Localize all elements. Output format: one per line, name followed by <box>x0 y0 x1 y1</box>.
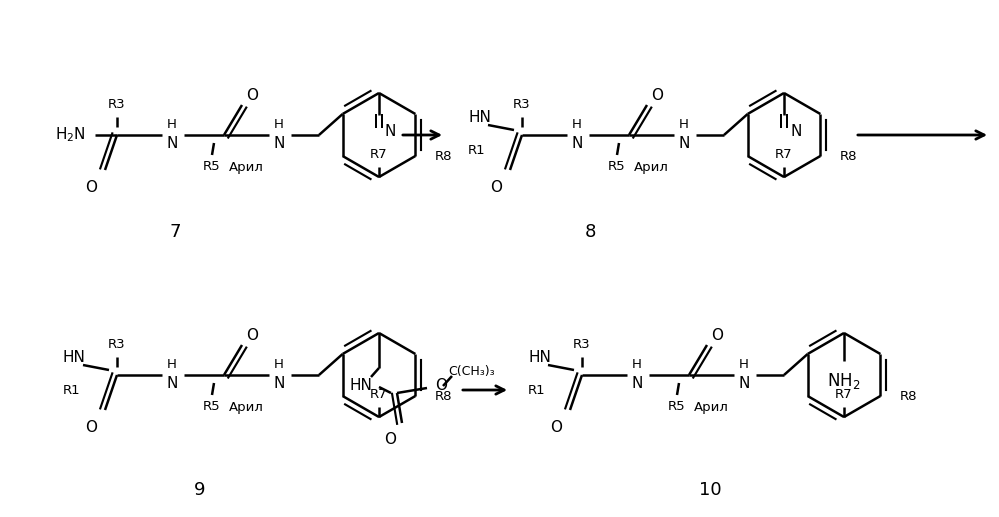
Text: HN: HN <box>63 349 86 364</box>
Text: H: H <box>739 358 749 372</box>
Text: HN: HN <box>528 349 550 364</box>
Text: O: O <box>651 87 663 102</box>
Text: O: O <box>384 432 396 447</box>
Text: H: H <box>572 118 582 131</box>
Text: R5: R5 <box>203 401 221 414</box>
Text: R8: R8 <box>839 149 857 162</box>
Text: R5: R5 <box>608 160 625 174</box>
Text: O: O <box>711 327 723 342</box>
Text: H: H <box>167 118 177 131</box>
Text: R5: R5 <box>668 401 685 414</box>
Text: 9: 9 <box>194 481 206 499</box>
Text: N: N <box>678 135 689 150</box>
Text: Арил: Арил <box>693 401 728 414</box>
Text: N: N <box>385 124 397 139</box>
Text: R7: R7 <box>775 148 793 161</box>
Text: O: O <box>246 87 258 102</box>
Text: N: N <box>274 375 285 390</box>
Text: N: N <box>166 135 178 150</box>
Text: R8: R8 <box>900 389 917 403</box>
Text: R1: R1 <box>63 384 81 397</box>
Text: C(CH₃)₃: C(CH₃)₃ <box>449 364 496 377</box>
Text: R8: R8 <box>435 389 453 403</box>
Text: R1: R1 <box>468 144 486 157</box>
Text: R3: R3 <box>573 339 590 352</box>
Text: H: H <box>679 118 689 131</box>
Text: R5: R5 <box>203 160 221 174</box>
Text: N: N <box>274 135 285 150</box>
Text: R7: R7 <box>371 388 388 402</box>
Text: O: O <box>85 180 97 195</box>
Text: N: N <box>738 375 749 390</box>
Text: H: H <box>167 358 177 372</box>
Text: R7: R7 <box>371 148 388 161</box>
Text: HN: HN <box>350 377 373 392</box>
Text: R3: R3 <box>513 99 530 112</box>
Text: O: O <box>435 377 447 392</box>
Text: N: N <box>790 124 801 139</box>
Text: R8: R8 <box>435 149 453 162</box>
Text: O: O <box>550 420 562 435</box>
Text: Арил: Арил <box>229 401 264 414</box>
Text: H: H <box>632 358 642 372</box>
Text: N: N <box>571 135 582 150</box>
Text: H: H <box>274 358 284 372</box>
Text: 10: 10 <box>698 481 721 499</box>
Text: 7: 7 <box>169 223 181 241</box>
Text: Арил: Арил <box>229 160 264 174</box>
Text: HN: HN <box>468 110 491 125</box>
Text: R7: R7 <box>835 388 853 402</box>
Text: Арил: Арил <box>633 160 668 174</box>
Text: R1: R1 <box>528 384 545 397</box>
Text: N: N <box>631 375 642 390</box>
Text: R3: R3 <box>108 99 126 112</box>
Text: 8: 8 <box>584 223 595 241</box>
Text: O: O <box>85 420 97 435</box>
Text: H: H <box>274 118 284 131</box>
Text: N: N <box>166 375 178 390</box>
Text: R3: R3 <box>108 339 126 352</box>
Text: $\mathrm{NH_2}$: $\mathrm{NH_2}$ <box>827 371 861 391</box>
Text: O: O <box>490 180 502 195</box>
Text: O: O <box>246 327 258 342</box>
Text: $\mathrm{H_2N}$: $\mathrm{H_2N}$ <box>55 126 86 144</box>
